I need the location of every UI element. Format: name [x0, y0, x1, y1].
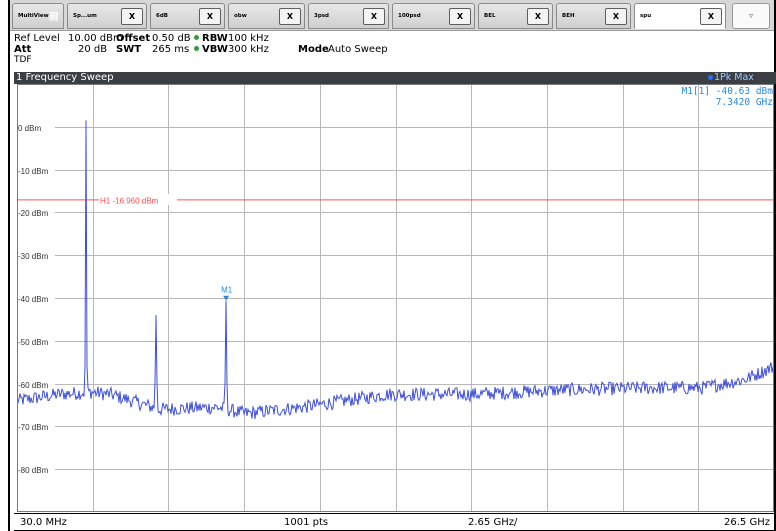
tab-3psd[interactable]: 3psd X	[308, 3, 389, 29]
trace-1-line	[17, 120, 774, 419]
tab-bel[interactable]: BEL X	[478, 3, 553, 29]
marker-readout: M1[1] -40.63 dBm 7.3420 GHz	[681, 86, 773, 108]
marker-frequency: 7.3420 GHz	[715, 97, 773, 108]
vbw-indicator-icon	[194, 44, 200, 55]
att-label: Att	[14, 44, 32, 55]
multiview-grid-icon: ▦	[48, 9, 59, 22]
close-tab-button[interactable]: X	[199, 8, 221, 25]
close-tab-button[interactable]: X	[121, 8, 143, 25]
offset-value[interactable]: 0.50 dB	[152, 33, 191, 44]
y-tick-label-background	[17, 206, 55, 218]
tab-label: Sp...um	[73, 13, 97, 19]
close-tab-button[interactable]: X	[363, 8, 385, 25]
limit-line-label-background	[99, 193, 177, 205]
tab-6db[interactable]: 6dB X	[150, 3, 225, 29]
y-tick-label: -60 dBm	[18, 381, 49, 390]
y-tick-label: -10 dBm	[18, 167, 49, 176]
vbw-label: VBW	[202, 44, 228, 55]
swt-label: SWT	[116, 44, 142, 55]
tab-obw[interactable]: obw X	[228, 3, 305, 29]
more-tabs-dropdown[interactable]: ▿	[732, 3, 770, 29]
tab-label: BEL	[484, 13, 496, 19]
vbw-value[interactable]: 300 kHz	[228, 44, 269, 55]
tab-100psd[interactable]: 100psd X	[392, 3, 475, 29]
att-value[interactable]: 20 dB	[78, 44, 108, 55]
tab-label: spu	[640, 13, 652, 19]
y-tick-label: -70 dBm	[18, 423, 49, 432]
stop-frequency: 26.5 GHz	[724, 517, 770, 528]
close-tab-button[interactable]: X	[605, 8, 627, 25]
offset-label: Offset	[116, 33, 151, 44]
tab-multiview[interactable]: MultiView ▦	[12, 3, 64, 29]
rbw-label: RBW	[202, 33, 228, 44]
y-tick-label: -20 dBm	[18, 209, 49, 218]
y-tick-label-background	[17, 463, 55, 475]
marker-level: M1[1] -40.63 dBm	[681, 86, 773, 97]
mode-value[interactable]: Auto Sweep	[328, 44, 388, 55]
y-tick-label-background	[17, 249, 55, 261]
window-title-bar	[14, 72, 776, 84]
rbw-value[interactable]: 100 kHz	[228, 33, 269, 44]
tab-label: MultiView	[18, 13, 49, 19]
tab-spectrum[interactable]: Sp...um X	[67, 3, 147, 29]
tab-label: 3psd	[314, 13, 329, 19]
marker-m1-label: M1	[221, 286, 233, 295]
tdf-label: TDF	[14, 55, 32, 65]
span-per-division: 2.65 GHz/	[468, 517, 518, 528]
y-tick-label-background	[17, 164, 55, 176]
swt-value[interactable]: 265 ms	[152, 44, 190, 55]
settings-panel: Ref Level 10.00 dBm Att 20 dB TDF Offset…	[10, 31, 774, 74]
y-tick-label: -30 dBm	[18, 252, 49, 261]
tab-label: obw	[234, 13, 247, 19]
rbw-indicator-icon	[194, 33, 200, 44]
tab-label: BEH	[562, 13, 575, 19]
y-tick-label-background	[17, 292, 55, 304]
ref-level-label: Ref Level	[14, 33, 60, 44]
y-tick-label: 0 dBm	[18, 124, 41, 133]
tab-beh[interactable]: BEH X	[556, 3, 631, 29]
tab-bar: MultiView ▦ Sp...um X 6dB X obw X 3psd X…	[10, 0, 774, 31]
limit-line-label: H1 -16.960 dBm	[100, 196, 159, 205]
tab-spu[interactable]: spu X	[634, 3, 726, 29]
y-tick-label-background	[17, 121, 55, 133]
close-tab-button[interactable]: X	[449, 8, 471, 25]
spectrum-plot[interactable]: 0 dBm -10 dBm -20 dBm -30 dBm -40 dBm -50 dBm…	[17, 84, 774, 512]
sweep-points: 1001 pts	[284, 517, 329, 528]
y-tick-label-background	[17, 378, 55, 390]
trace-label: 1Pk Max	[714, 72, 754, 83]
start-frequency: 30.0 MHz	[20, 517, 67, 528]
y-tick-label-background	[17, 420, 55, 432]
close-tab-button[interactable]: X	[279, 8, 301, 25]
close-tab-button[interactable]: X	[700, 8, 722, 25]
close-tab-button[interactable]: X	[527, 8, 549, 25]
status-bar: 30.0 MHz 1001 pts 2.65 GHz/ 26.5 GHz	[14, 513, 774, 531]
y-tick-label: -40 dBm	[18, 295, 49, 304]
window-title: 1 Frequency Sweep	[16, 72, 114, 83]
trace-indicator-icon	[708, 75, 713, 80]
tab-label: 6dB	[156, 13, 168, 19]
mode-label: Mode	[298, 44, 329, 55]
y-tick-label: -50 dBm	[18, 338, 49, 347]
y-tick-label: -80 dBm	[18, 466, 49, 475]
y-tick-label-background	[17, 335, 55, 347]
tab-label: 100psd	[398, 13, 421, 19]
marker-m1-triangle	[223, 295, 230, 301]
plot-border	[17, 84, 774, 512]
ref-level-value[interactable]: 10.00 dBm	[68, 33, 123, 44]
